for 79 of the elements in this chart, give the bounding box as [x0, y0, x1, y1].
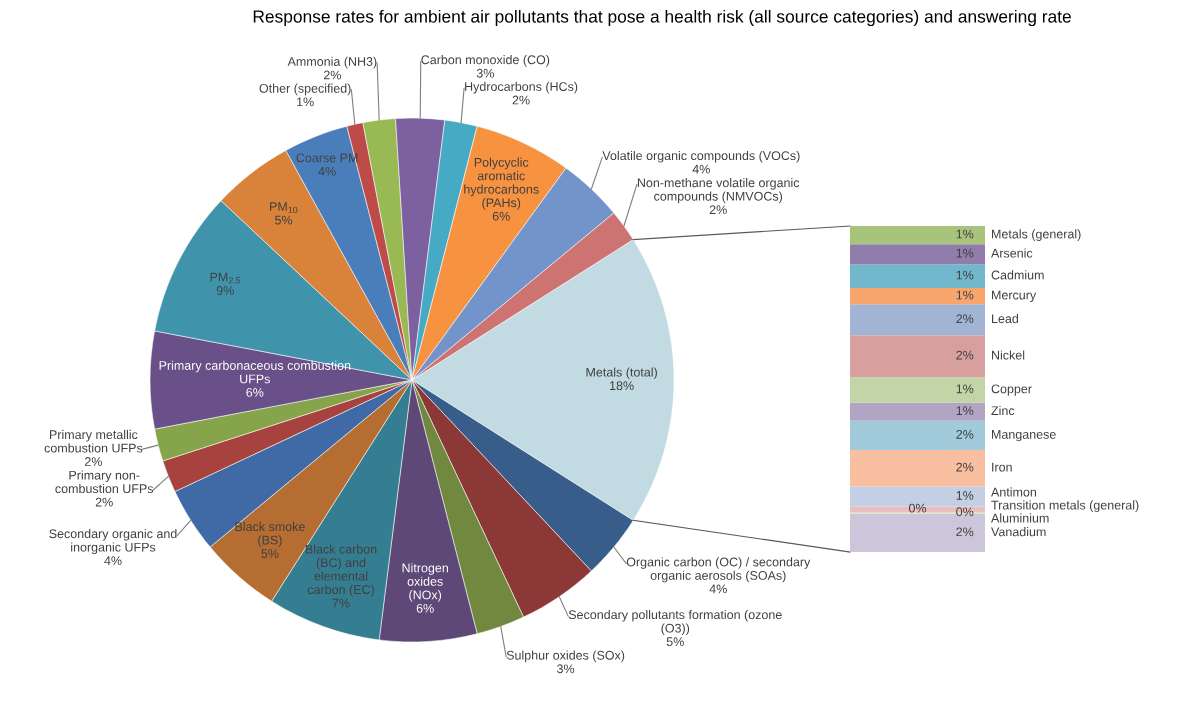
data-label: 5% [261, 549, 279, 558]
bar [850, 402, 985, 421]
bar [850, 377, 985, 403]
series-label: Metals (general) [992, 229, 1081, 241]
series-label: Aluminium [991, 513, 1049, 523]
series-label: Cadmium [991, 270, 1044, 280]
bar [850, 287, 985, 305]
data-label: 2% [956, 429, 974, 439]
data-label: 2% [956, 350, 974, 360]
series-label: Nickel [992, 350, 1025, 360]
data-label: 2% [512, 95, 530, 105]
data-label: 5% [666, 637, 684, 647]
series-label: Zinc [991, 405, 1015, 416]
data-label: 2% [956, 527, 974, 537]
slice-label: Ammonia (NH3) [287, 56, 377, 69]
series-label: Iron [992, 462, 1012, 472]
series-label: Transition metals (general) [991, 500, 1139, 512]
data-label: 2% [85, 457, 102, 466]
data-label: 5% [275, 215, 293, 225]
data-label: 6% [246, 387, 264, 397]
data-label: 6% [416, 603, 434, 613]
slice-label: Nitrogen oxides (NOx) [402, 563, 448, 602]
bar [850, 264, 985, 288]
data-label: 1% [956, 290, 974, 300]
data-label: 3% [557, 664, 575, 674]
data-label: 4% [709, 584, 727, 594]
series-label: Manganese [992, 430, 1056, 442]
bar [850, 450, 985, 487]
bar [850, 420, 985, 451]
data-label: 0% [908, 503, 927, 513]
slice-label: Volatile organic compounds (VOCs) [602, 150, 800, 163]
bar [850, 226, 985, 245]
series-label: Arsenic [991, 248, 1033, 258]
data-label: 9% [216, 286, 234, 295]
data-label: 1% [956, 270, 974, 280]
data-label: 1% [956, 229, 974, 239]
slice-label: Black smoke (BS) [235, 521, 305, 547]
slice-label: Primary metallic combustion UFPs [44, 429, 143, 453]
data-label: 1% [956, 248, 974, 258]
data-label: 4% [692, 164, 710, 174]
slice-label: Organic carbon (OC) / secondary organic aerosols (SOAs) [626, 557, 811, 583]
slice-label: Secondary pollutants formation (ozone (O3)) [568, 609, 782, 636]
data-label: 1% [956, 384, 974, 394]
bar [850, 335, 985, 378]
data-label: 1% [956, 406, 974, 416]
slice-label: Polycyclic aromatic hydrocarbons (PAHs) [464, 157, 539, 210]
slice-label: Other (specified) [259, 83, 351, 96]
series-label: Vanadium [991, 527, 1046, 537]
data-label: 2% [956, 314, 974, 324]
data-label: 3% [476, 68, 494, 78]
slice-label: Black carbon (BC) and elemental carbon (EC) [305, 544, 377, 597]
data-label: 0% [956, 507, 974, 517]
data-label: 6% [492, 211, 510, 221]
slice-label: PM$_{10}$ [270, 202, 298, 213]
chart-title: Response rates for ambient air pollutants that pose a health risk (all source categories) and answering rate [253, 9, 1071, 27]
series-label: Mercury [992, 290, 1037, 302]
data-label: 18% [610, 381, 634, 391]
data-label: 7% [332, 598, 350, 608]
data-label: 2% [95, 497, 113, 507]
data-label: 1% [297, 97, 314, 107]
slice-label: Metals (total) [586, 367, 657, 380]
data-label: 1% [956, 491, 974, 500]
slice-label: Sulphur oxides (SOx) [506, 650, 625, 663]
data-label: 4% [104, 556, 122, 566]
series-label: Copper [991, 384, 1032, 396]
bar [850, 304, 985, 336]
slice-label: Hydrocarbons (HCs) [465, 81, 578, 94]
bar [850, 244, 985, 265]
series-label: Lead [992, 313, 1018, 324]
data-label: 2% [323, 70, 341, 80]
series-label: Antimon [991, 487, 1037, 497]
data-label: 4% [318, 166, 336, 176]
slice-label: Secondary organic and inorganic UFPs [49, 528, 177, 555]
slice-label: PM$_{2.5}$ [210, 272, 241, 284]
data-label: 2% [956, 462, 974, 472]
slice-label: Primary non- combustion UFPs [55, 470, 154, 494]
slice-label: Carbon monoxide (CO) [421, 55, 550, 67]
slice-label: Non-methane volatile organic compounds (NMVOCs) [637, 178, 800, 204]
data-label: 2% [709, 205, 727, 215]
